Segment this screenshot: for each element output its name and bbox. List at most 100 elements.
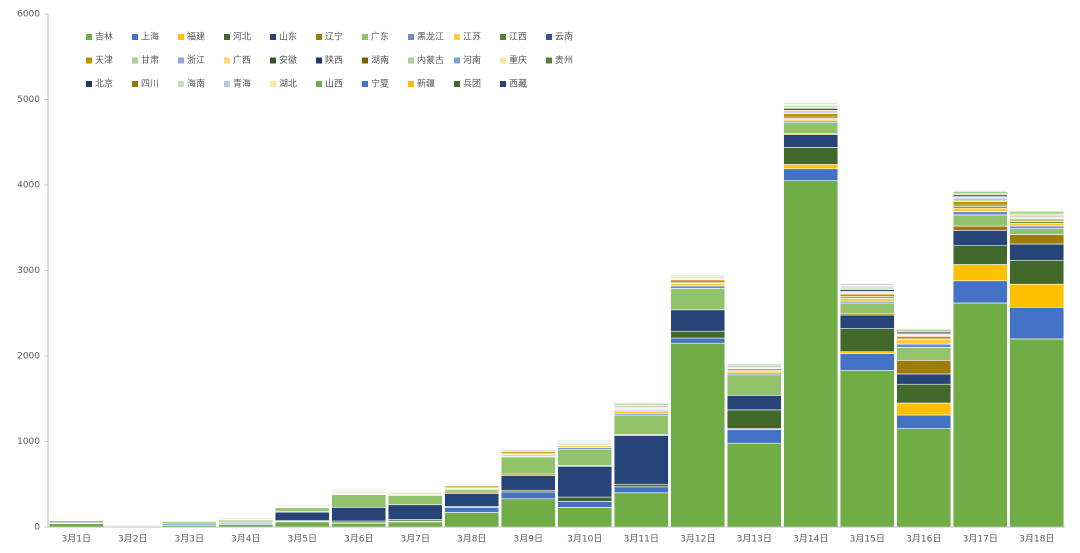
legend-label: 宁夏 <box>371 78 389 90</box>
bar-segment <box>952 264 1008 282</box>
bar-segment <box>952 201 1008 206</box>
x-tick-label: 3月11日 <box>624 534 659 545</box>
bar-segment <box>557 501 613 508</box>
y-tick-label: 3000 <box>17 266 40 276</box>
legend-label: 重庆 <box>509 54 527 66</box>
bar-segment <box>783 147 839 165</box>
bar-segment <box>952 214 1008 227</box>
legend-label: 新疆 <box>417 78 435 90</box>
bar-segment <box>557 465 613 498</box>
bar-segment <box>839 302 895 314</box>
bar-segment <box>896 402 952 416</box>
bar-segment <box>500 456 556 475</box>
legend-label: 吉林 <box>95 31 113 43</box>
bar-segment <box>670 342 726 528</box>
bar-segment <box>670 279 726 283</box>
bar-segment <box>670 309 726 332</box>
x-tick-label: 3月5日 <box>288 534 317 545</box>
bar-segment <box>670 288 726 311</box>
bar-segment <box>726 442 782 528</box>
legend-label: 四川 <box>141 80 159 90</box>
legend-label: 河北 <box>233 31 251 43</box>
x-tick-label: 3月1日 <box>62 534 91 545</box>
legend-swatch <box>86 57 92 64</box>
bar-segment <box>952 211 1008 216</box>
bar-segment <box>331 523 387 528</box>
legend-swatch <box>316 57 322 64</box>
bar-segment <box>726 395 782 411</box>
bar-segment <box>444 512 500 528</box>
legend-swatch <box>454 57 460 64</box>
bar-segment <box>839 328 895 353</box>
legend-swatch <box>362 81 368 87</box>
bar-segment <box>783 113 839 118</box>
legend-swatch <box>454 34 460 40</box>
bar-segment <box>1009 259 1065 285</box>
legend-swatch <box>408 81 414 87</box>
bar-segment <box>952 230 1008 247</box>
bar-segment <box>726 374 782 396</box>
bar-segment <box>783 164 839 170</box>
legend-swatch <box>362 57 368 64</box>
bar-segment <box>783 168 839 182</box>
legend-swatch <box>132 57 138 64</box>
legend-label: 青海 <box>233 78 251 90</box>
legend-swatch <box>408 34 414 40</box>
bar-segment <box>444 507 500 513</box>
legend-swatch <box>316 81 322 87</box>
bar-segment <box>839 370 895 528</box>
bar-segment <box>896 359 952 375</box>
bar-segment <box>1009 338 1065 528</box>
bar-segment <box>896 414 952 429</box>
bar-segment <box>1009 283 1065 308</box>
bar-segment <box>896 347 952 361</box>
legend-label: 浙江 <box>187 54 205 66</box>
bar-segment <box>952 280 1008 304</box>
bar-segment <box>952 302 1008 528</box>
legend-label: 内蒙古 <box>417 54 444 66</box>
legend-swatch <box>86 34 92 40</box>
legend-swatch <box>178 34 184 40</box>
bar-segment <box>670 330 726 339</box>
legend-swatch <box>224 81 230 87</box>
legend-label: 上海 <box>141 31 159 43</box>
bar-segment <box>613 414 669 435</box>
bar-segment <box>952 191 1008 195</box>
legend-label: 天津 <box>95 55 113 66</box>
x-tick-label: 3月8日 <box>457 534 486 545</box>
y-tick-label: 6000 <box>17 10 40 20</box>
x-tick-label: 3月2日 <box>118 534 147 545</box>
bar-segment <box>387 504 443 520</box>
legend-swatch <box>454 81 460 87</box>
y-tick-label: 1000 <box>17 437 40 447</box>
bar-segment <box>1009 234 1065 245</box>
legend-swatch <box>270 34 276 40</box>
legend-swatch <box>546 57 552 64</box>
y-tick-label: 4000 <box>17 181 40 191</box>
bar-segment <box>783 180 839 528</box>
bar-segment <box>444 493 500 507</box>
bar-segment <box>896 373 952 385</box>
bar-segment <box>1009 223 1065 227</box>
bar-segment <box>500 498 556 528</box>
legend-label: 云南 <box>555 31 573 43</box>
legend-swatch <box>224 34 230 40</box>
x-tick-label: 3月14日 <box>793 534 828 545</box>
legend-label: 江西 <box>509 32 527 43</box>
bar-segment <box>1009 306 1065 340</box>
legend-label: 贵州 <box>555 54 573 66</box>
bar-segment <box>896 383 952 404</box>
y-tick-label: 5000 <box>17 95 40 105</box>
legend-swatch <box>546 34 552 40</box>
bar-segment <box>670 285 726 289</box>
legend-label: 辽宁 <box>325 31 343 43</box>
x-tick-label: 3月13日 <box>737 534 772 545</box>
bar-segment <box>500 475 556 491</box>
bar-segment <box>557 507 613 528</box>
legend-label: 江苏 <box>463 31 481 43</box>
bar-segment <box>952 245 1008 265</box>
x-tick-label: 3月10日 <box>567 534 602 545</box>
bar-segment <box>331 507 387 522</box>
legend-label: 兵团 <box>463 78 481 90</box>
